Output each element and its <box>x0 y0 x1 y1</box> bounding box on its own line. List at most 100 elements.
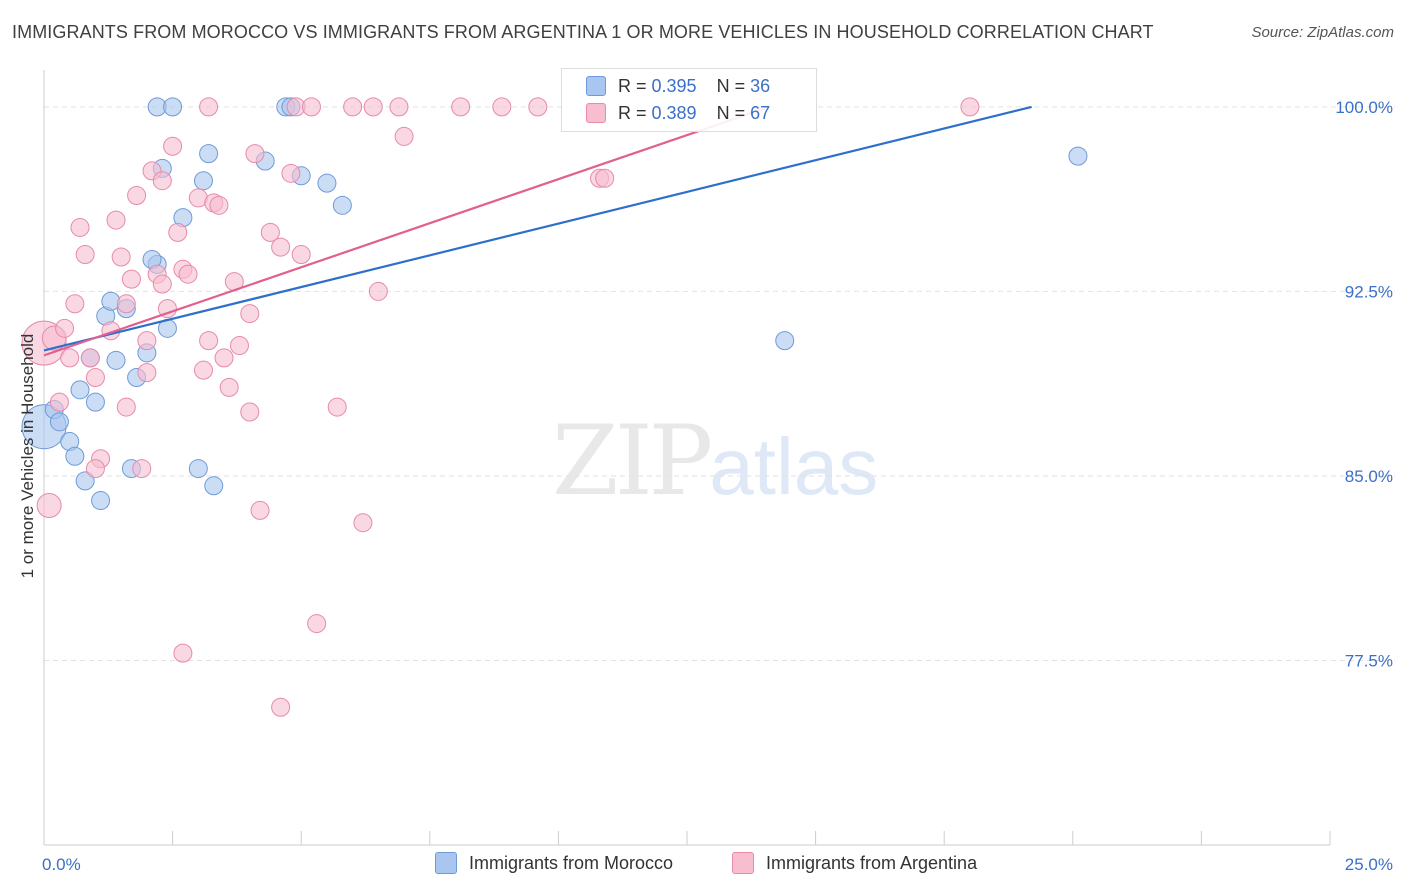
correlation-legend: R = 0.395 N = 36 R = 0.389 N = 67 <box>561 68 817 132</box>
data-point-argentina <box>219 377 239 397</box>
data-point-argentina <box>157 299 177 319</box>
trend-line-argentina <box>43 105 770 357</box>
legend-swatch-morocco <box>586 76 606 96</box>
data-point-argentina <box>528 97 548 117</box>
data-point-argentina <box>595 168 615 188</box>
data-point-morocco <box>65 446 85 466</box>
legend-n-label: N = <box>716 75 751 96</box>
data-point-morocco <box>199 144 219 164</box>
legend-swatch-argentina <box>732 852 754 874</box>
data-point-argentina <box>137 363 157 383</box>
legend-r-label: R = <box>618 75 652 96</box>
legend-swatch-argentina <box>586 103 606 123</box>
legend-r-label: R = <box>618 102 652 123</box>
data-point-argentina <box>116 397 136 417</box>
chart-title: IMMIGRANTS FROM MOROCCO VS IMMIGRANTS FR… <box>12 22 1154 42</box>
data-point-argentina <box>353 513 373 533</box>
data-point-morocco <box>75 471 95 491</box>
data-point-argentina <box>85 368 105 388</box>
data-point-argentina <box>168 222 188 242</box>
data-point-argentina <box>271 697 291 717</box>
data-point-morocco <box>91 491 111 511</box>
y-tick-label: 92.5% <box>1345 282 1393 301</box>
data-point-argentina <box>111 247 131 267</box>
y-tick-label: 77.5% <box>1345 651 1393 670</box>
data-point-argentina <box>199 331 219 351</box>
legend-label-argentina: Immigrants from Argentina <box>766 852 978 873</box>
data-point-argentina <box>152 274 172 294</box>
data-point-argentina <box>281 163 301 183</box>
data-point-argentina <box>368 281 388 301</box>
data-point-argentina <box>363 97 383 117</box>
data-point-morocco <box>1068 146 1088 166</box>
data-point-argentina <box>245 144 265 164</box>
data-point-argentina <box>116 294 136 314</box>
data-point-argentina <box>70 217 90 237</box>
data-point-morocco <box>332 195 352 215</box>
data-point-argentina <box>137 331 157 351</box>
data-point-argentina <box>229 336 249 356</box>
series-legend: Immigrants from Morocco Immigrants from … <box>0 852 1406 876</box>
data-point-argentina <box>291 245 311 265</box>
data-point-argentina <box>49 392 69 412</box>
data-point-argentina <box>60 348 80 368</box>
data-point-argentina <box>451 97 471 117</box>
data-point-argentina <box>492 97 512 117</box>
data-point-argentina <box>240 402 260 422</box>
data-point-morocco <box>70 380 90 400</box>
data-point-argentina <box>960 97 980 117</box>
legend-n-value-morocco: 36 <box>750 75 771 96</box>
data-point-argentina <box>163 136 183 156</box>
data-point-morocco <box>204 476 224 496</box>
x-tick-label: 25.0% <box>1345 855 1393 874</box>
data-point-morocco <box>193 171 213 191</box>
data-point-argentina <box>327 397 347 417</box>
legend-n-label: N = <box>716 102 751 123</box>
data-point-argentina <box>178 264 198 284</box>
data-point-argentina <box>209 195 229 215</box>
x-tick-label: 0.0% <box>42 855 81 874</box>
legend-r-value-argentina: 0.389 <box>651 102 697 123</box>
data-point-argentina <box>301 97 321 117</box>
data-point-argentina <box>75 245 95 265</box>
legend-r-value-morocco: 0.395 <box>651 75 697 96</box>
data-point-argentina <box>260 222 280 242</box>
data-point-morocco <box>163 97 183 117</box>
data-point-argentina <box>394 126 414 146</box>
y-tick-label: 85.0% <box>1345 467 1393 486</box>
data-point-morocco <box>106 350 126 370</box>
legend-label-morocco: Immigrants from Morocco <box>469 852 674 873</box>
y-tick-label: 100.0% <box>1335 98 1393 117</box>
legend-row-morocco: R = 0.395 N = 36 <box>586 74 771 98</box>
data-point-argentina <box>121 269 141 289</box>
data-point-argentina <box>106 210 126 230</box>
data-point-argentina <box>152 171 172 191</box>
legend-n-value-argentina: 67 <box>750 102 771 123</box>
data-point-argentina <box>199 97 219 117</box>
trend-line-morocco <box>43 105 1032 352</box>
data-point-morocco <box>775 331 795 351</box>
data-point-argentina <box>389 97 409 117</box>
data-point-argentina <box>271 237 291 257</box>
source-credit: Source: ZipAtlas.com <box>1251 24 1394 41</box>
data-point-argentina <box>36 492 62 518</box>
data-point-argentina <box>85 459 105 479</box>
data-point-argentina <box>65 294 85 314</box>
data-point-argentina <box>80 348 100 368</box>
data-point-argentina <box>55 318 75 338</box>
legend-item-morocco[interactable]: Immigrants from Morocco <box>435 852 673 874</box>
data-point-morocco <box>85 392 105 412</box>
data-point-morocco <box>188 459 208 479</box>
legend-item-argentina[interactable]: Immigrants from Argentina <box>732 852 977 874</box>
data-point-morocco <box>317 173 337 193</box>
data-point-argentina <box>307 614 327 634</box>
data-point-argentina <box>132 459 152 479</box>
data-point-argentina <box>193 360 213 380</box>
legend-swatch-morocco <box>435 852 457 874</box>
data-point-argentina <box>240 304 260 324</box>
data-point-argentina <box>127 185 147 205</box>
data-point-argentina <box>173 643 193 663</box>
data-point-argentina <box>343 97 363 117</box>
y-axis-label: 1 or more Vehicles in Household <box>18 333 37 579</box>
